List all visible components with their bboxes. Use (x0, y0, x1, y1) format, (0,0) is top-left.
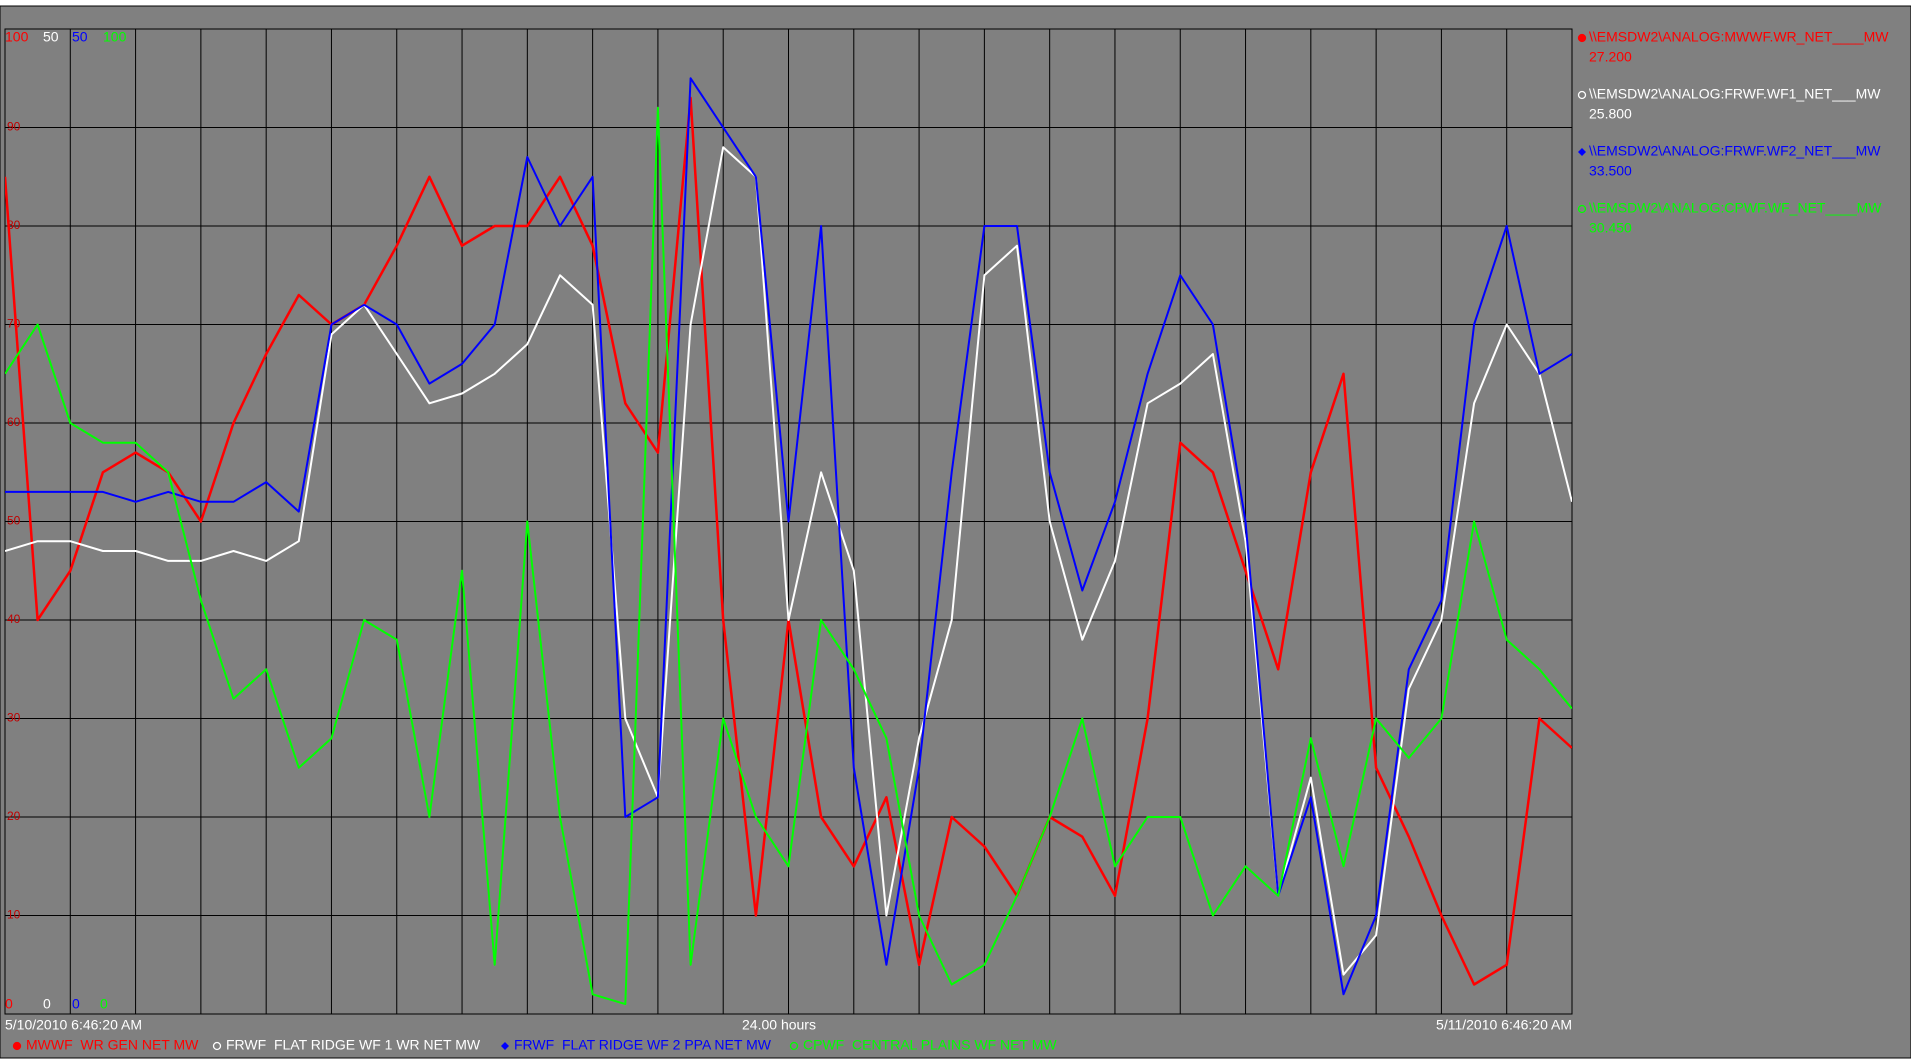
time-span: 24.00 hours (742, 1017, 816, 1033)
scale-min-label: 0 (43, 996, 51, 1012)
legend-marker (212, 1041, 222, 1051)
legend-marker (1578, 148, 1586, 156)
y-tick-label: 60 (7, 415, 21, 429)
start-time: 5/10/2010 6:46:20 AM (5, 1017, 142, 1033)
legend-marker (789, 1041, 799, 1051)
tag-name: \\EMSDW2\ANALOG:MWWF.WR_NET____MW (1589, 29, 1889, 45)
series-line (5, 77, 1572, 996)
scale-max-label: 100 (5, 29, 29, 45)
y-tick-label: 50 (7, 514, 21, 528)
tag-name: \\EMSDW2\ANALOG:FRWF.WF1_NET___MW (1589, 86, 1881, 102)
legend-label: FRWF FLAT RIDGE WF 2 PPA NET MW (514, 1037, 772, 1053)
tag-name: \\EMSDW2\ANALOG:FRWF.WF2_NET___MW (1589, 143, 1881, 159)
y-tick-label: 40 (7, 612, 21, 626)
legend-label: FRWF FLAT RIDGE WF 1 WR NET MW (226, 1037, 481, 1053)
scale-max-label: 100 (103, 29, 127, 45)
current-value: 30.450 (1589, 220, 1632, 236)
lines (5, 77, 1572, 1006)
legend-marker (1577, 204, 1587, 214)
current-value: 33.500 (1589, 163, 1632, 179)
y-tick-label: 80 (7, 218, 21, 232)
scale-min-label: 0 (100, 996, 108, 1012)
y-tick-label: 70 (7, 317, 21, 331)
legend-marker (1577, 90, 1587, 100)
legend-marker (12, 1041, 22, 1051)
series-line (5, 106, 1572, 1006)
current-value: 27.200 (1589, 49, 1632, 65)
scale-max-label: 50 (72, 29, 88, 45)
scale-min-label: 0 (72, 996, 80, 1012)
y-tick-label: 20 (7, 809, 21, 823)
y-tick-label: 10 (7, 908, 21, 922)
legend-marker (1577, 33, 1587, 43)
legend-marker (501, 1042, 509, 1050)
y-tick-label: 90 (7, 120, 21, 134)
scale-max-label: 50 (43, 29, 59, 45)
tag-name: \\EMSDW2\ANALOG:CPWF.WF_NET____MW (1589, 200, 1882, 216)
current-value: 25.800 (1589, 106, 1632, 122)
series-line (5, 146, 1572, 976)
legend-label: MWWF WR GEN NET MW (26, 1037, 199, 1053)
scale-min-label: 0 (5, 996, 13, 1012)
background (0, 5, 1911, 1059)
legend-label: CPWF CENTRAL PLAINS WF NET MW (803, 1037, 1057, 1053)
end-time: 5/11/2010 6:46:20 AM (1436, 1017, 1572, 1033)
y-tick-label: 30 (7, 711, 21, 725)
